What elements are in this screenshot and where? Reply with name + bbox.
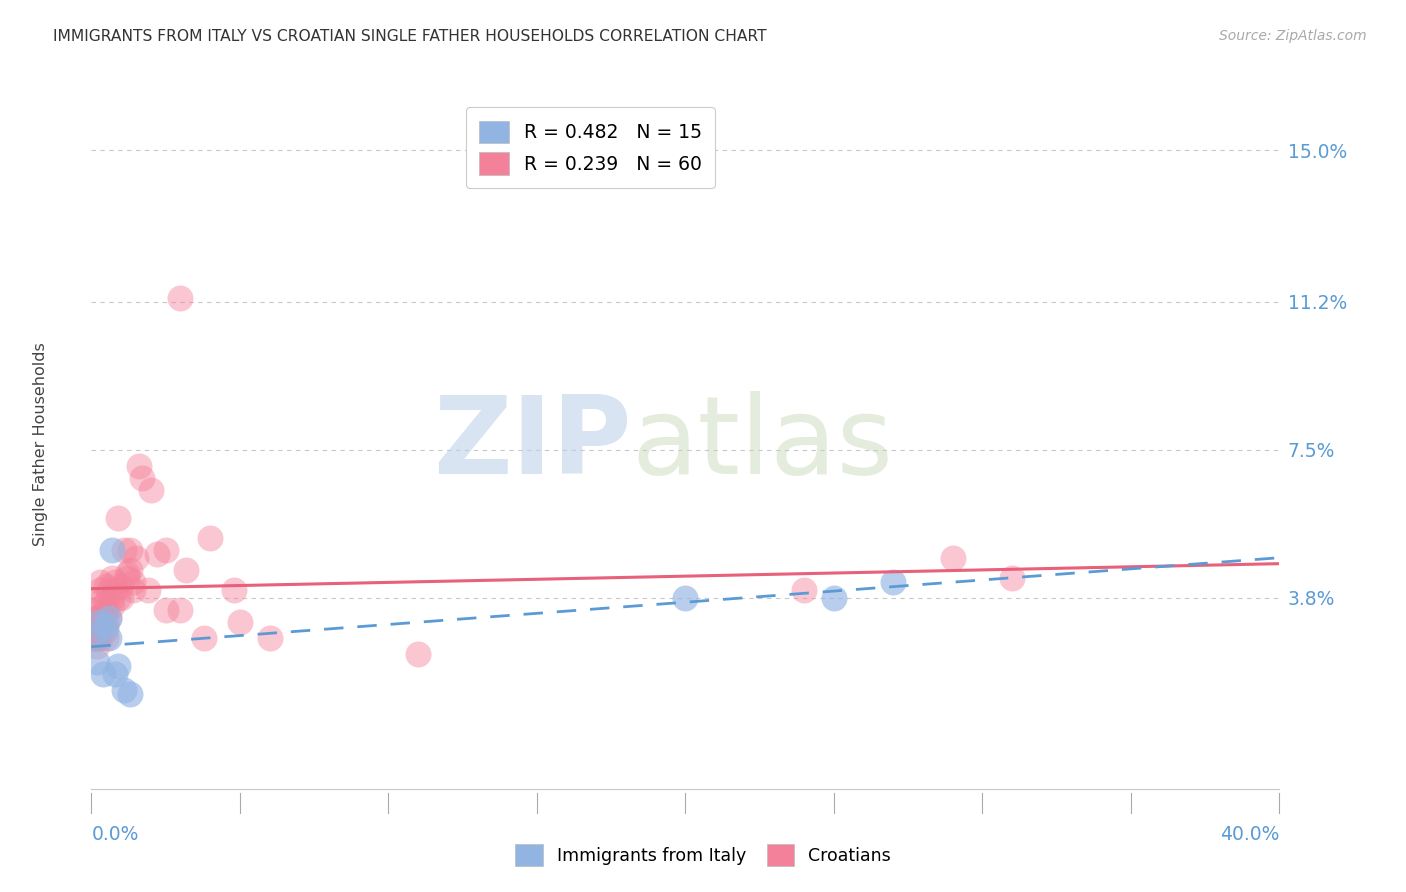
Point bbox=[101, 591, 124, 605]
Point bbox=[155, 542, 177, 557]
Point bbox=[91, 599, 114, 613]
Point bbox=[91, 591, 114, 605]
Point bbox=[101, 599, 124, 613]
Point bbox=[96, 610, 118, 624]
Point bbox=[96, 631, 118, 645]
Text: Single Father Households: Single Father Households bbox=[32, 342, 48, 546]
Point bbox=[86, 623, 108, 637]
Point bbox=[83, 631, 105, 645]
Point bbox=[823, 591, 845, 605]
Text: ZIP: ZIP bbox=[433, 391, 631, 497]
Point bbox=[86, 631, 108, 645]
Point bbox=[86, 655, 108, 669]
Point bbox=[110, 579, 132, 593]
Point bbox=[86, 631, 108, 645]
Text: IMMIGRANTS FROM ITALY VS CROATIAN SINGLE FATHER HOUSEHOLDS CORRELATION CHART: IMMIGRANTS FROM ITALY VS CROATIAN SINGLE… bbox=[53, 29, 768, 44]
Point bbox=[96, 618, 118, 632]
Point bbox=[98, 631, 121, 645]
Point bbox=[83, 631, 105, 645]
Point bbox=[122, 582, 145, 597]
Point bbox=[110, 591, 132, 605]
Point bbox=[83, 618, 105, 632]
Point bbox=[104, 574, 127, 589]
Point bbox=[169, 291, 191, 305]
Point bbox=[83, 602, 105, 616]
Point bbox=[107, 591, 129, 605]
Point bbox=[98, 610, 121, 624]
Point bbox=[101, 571, 124, 585]
Point bbox=[942, 550, 965, 565]
Point bbox=[406, 647, 429, 661]
Text: atlas: atlas bbox=[631, 391, 894, 497]
Point bbox=[882, 574, 904, 589]
Point bbox=[101, 542, 124, 557]
Point bbox=[112, 542, 135, 557]
Point bbox=[229, 615, 252, 629]
Point bbox=[107, 658, 129, 673]
Point bbox=[1001, 571, 1024, 585]
Point bbox=[793, 582, 815, 597]
Point bbox=[96, 602, 118, 616]
Point bbox=[96, 594, 118, 608]
Point bbox=[89, 631, 111, 645]
Point bbox=[125, 550, 148, 565]
Point bbox=[259, 631, 281, 645]
Point bbox=[91, 666, 114, 681]
Point bbox=[155, 602, 177, 616]
Point bbox=[131, 471, 153, 485]
Point bbox=[222, 582, 245, 597]
Point bbox=[200, 531, 222, 545]
Point bbox=[176, 563, 198, 577]
Point bbox=[118, 542, 141, 557]
Point bbox=[115, 571, 138, 585]
Point bbox=[193, 631, 215, 645]
Point bbox=[128, 458, 150, 473]
Point bbox=[96, 623, 118, 637]
Point bbox=[169, 602, 191, 616]
Legend: Immigrants from Italy, Croatians: Immigrants from Italy, Croatians bbox=[508, 838, 898, 872]
Point bbox=[122, 574, 145, 589]
Point bbox=[91, 607, 114, 621]
Point bbox=[139, 483, 162, 497]
Text: 0.0%: 0.0% bbox=[91, 824, 139, 844]
Point bbox=[89, 574, 111, 589]
Text: Source: ZipAtlas.com: Source: ZipAtlas.com bbox=[1219, 29, 1367, 43]
Point bbox=[118, 686, 141, 700]
Legend: R = 0.482   N = 15, R = 0.239   N = 60: R = 0.482 N = 15, R = 0.239 N = 60 bbox=[465, 108, 716, 188]
Point bbox=[115, 566, 138, 581]
Point bbox=[89, 615, 111, 629]
Point bbox=[96, 579, 118, 593]
Point bbox=[98, 582, 121, 597]
Point bbox=[118, 563, 141, 577]
Point bbox=[107, 510, 129, 524]
Point bbox=[673, 591, 696, 605]
Point bbox=[83, 610, 105, 624]
Point bbox=[86, 639, 108, 653]
Point bbox=[89, 618, 111, 632]
Point bbox=[86, 610, 108, 624]
Text: 40.0%: 40.0% bbox=[1220, 824, 1279, 844]
Point bbox=[136, 582, 159, 597]
Point bbox=[112, 682, 135, 697]
Point bbox=[145, 547, 167, 561]
Point bbox=[104, 582, 127, 597]
Point bbox=[89, 582, 111, 597]
Point bbox=[104, 666, 127, 681]
Point bbox=[98, 610, 121, 624]
